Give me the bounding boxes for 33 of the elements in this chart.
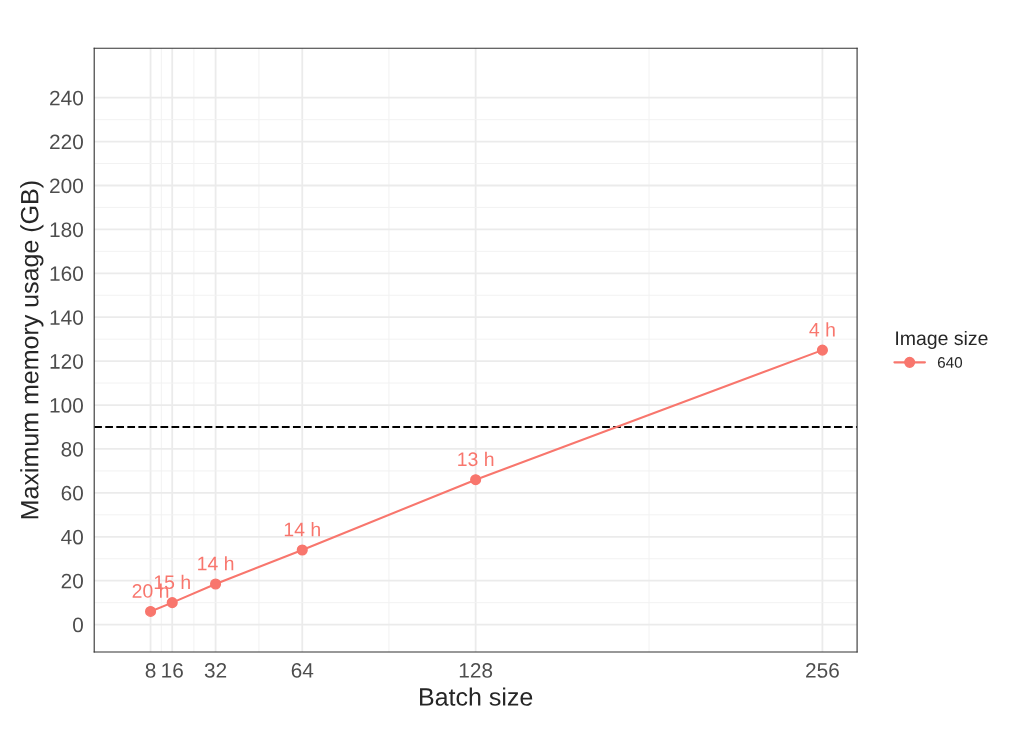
point: [296, 544, 308, 556]
annotation: 14 h: [284, 522, 320, 537]
y-tick-label: 180: [50, 222, 83, 238]
point: [470, 474, 482, 486]
point: [816, 344, 828, 356]
annotation: 4 h: [809, 322, 835, 337]
y-tick-label: 60: [61, 485, 83, 501]
legend-label: 640: [937, 357, 963, 368]
y-tick-label: 220: [50, 134, 83, 150]
point: [145, 605, 157, 617]
x-tick-label: 16: [162, 663, 183, 678]
y-tick-label: 100: [50, 398, 83, 413]
y-tick-label: 240: [50, 90, 83, 106]
x-tick-label: 128: [459, 663, 493, 678]
y-tick-label: 40: [61, 529, 83, 545]
x-tick-label: 256: [806, 663, 839, 678]
y-tick-label: 120: [50, 354, 83, 369]
x-tick-label: 64: [291, 663, 314, 678]
y-tick-label: 200: [50, 178, 83, 194]
y-axis-title: Maximum memory usage (GB): [20, 181, 44, 519]
x-axis-title: Batch size: [420, 687, 533, 706]
point: [166, 597, 178, 609]
y-tick-label: 140: [50, 310, 83, 325]
annotation: 14 h: [198, 556, 234, 571]
point: [210, 578, 222, 590]
y-tick-label: 20: [61, 573, 83, 589]
y-tick-label: 0: [73, 617, 83, 633]
x-tick-label: 8: [145, 663, 156, 678]
annotation: 13 h: [458, 451, 494, 467]
x-tick-label: 32: [204, 663, 227, 678]
y-tick-label: 160: [50, 266, 83, 282]
legend-title: Image size: [896, 330, 988, 349]
y-tick-label: 80: [61, 441, 83, 457]
